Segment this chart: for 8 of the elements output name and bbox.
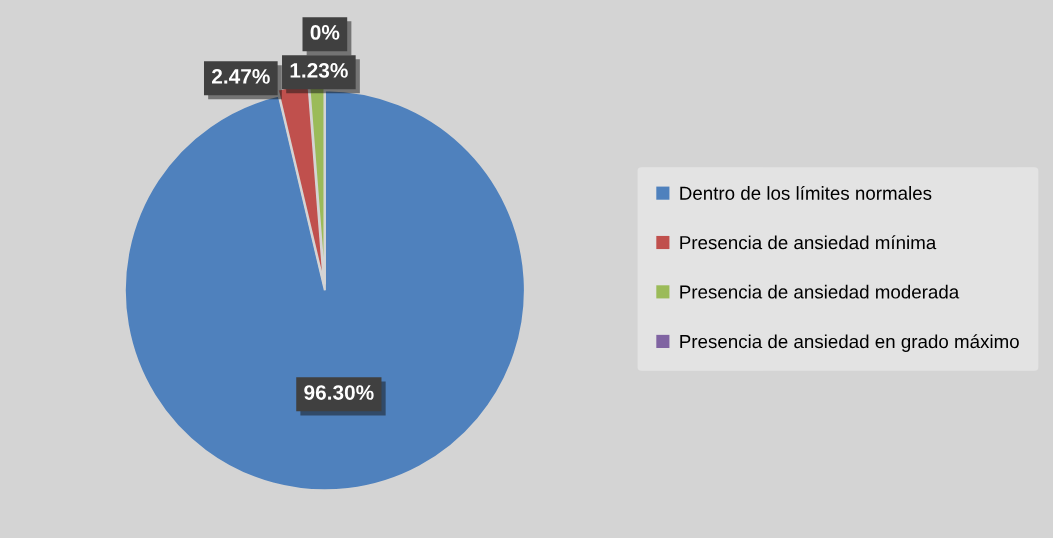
legend-label: Presencia de ansiedad moderada	[680, 284, 960, 299]
data-label: 1.23%	[290, 63, 348, 78]
legend-label: Presencia de ansiedad mínima	[680, 235, 937, 250]
text: 0%	[310, 25, 340, 40]
legend-label: Presencia de ansiedad en grado máximo	[680, 334, 1019, 352]
data-label: 96.30%	[304, 385, 374, 400]
legend-label: Dentro de los límites normales	[680, 185, 932, 200]
data-label: 2.47%	[212, 69, 270, 84]
